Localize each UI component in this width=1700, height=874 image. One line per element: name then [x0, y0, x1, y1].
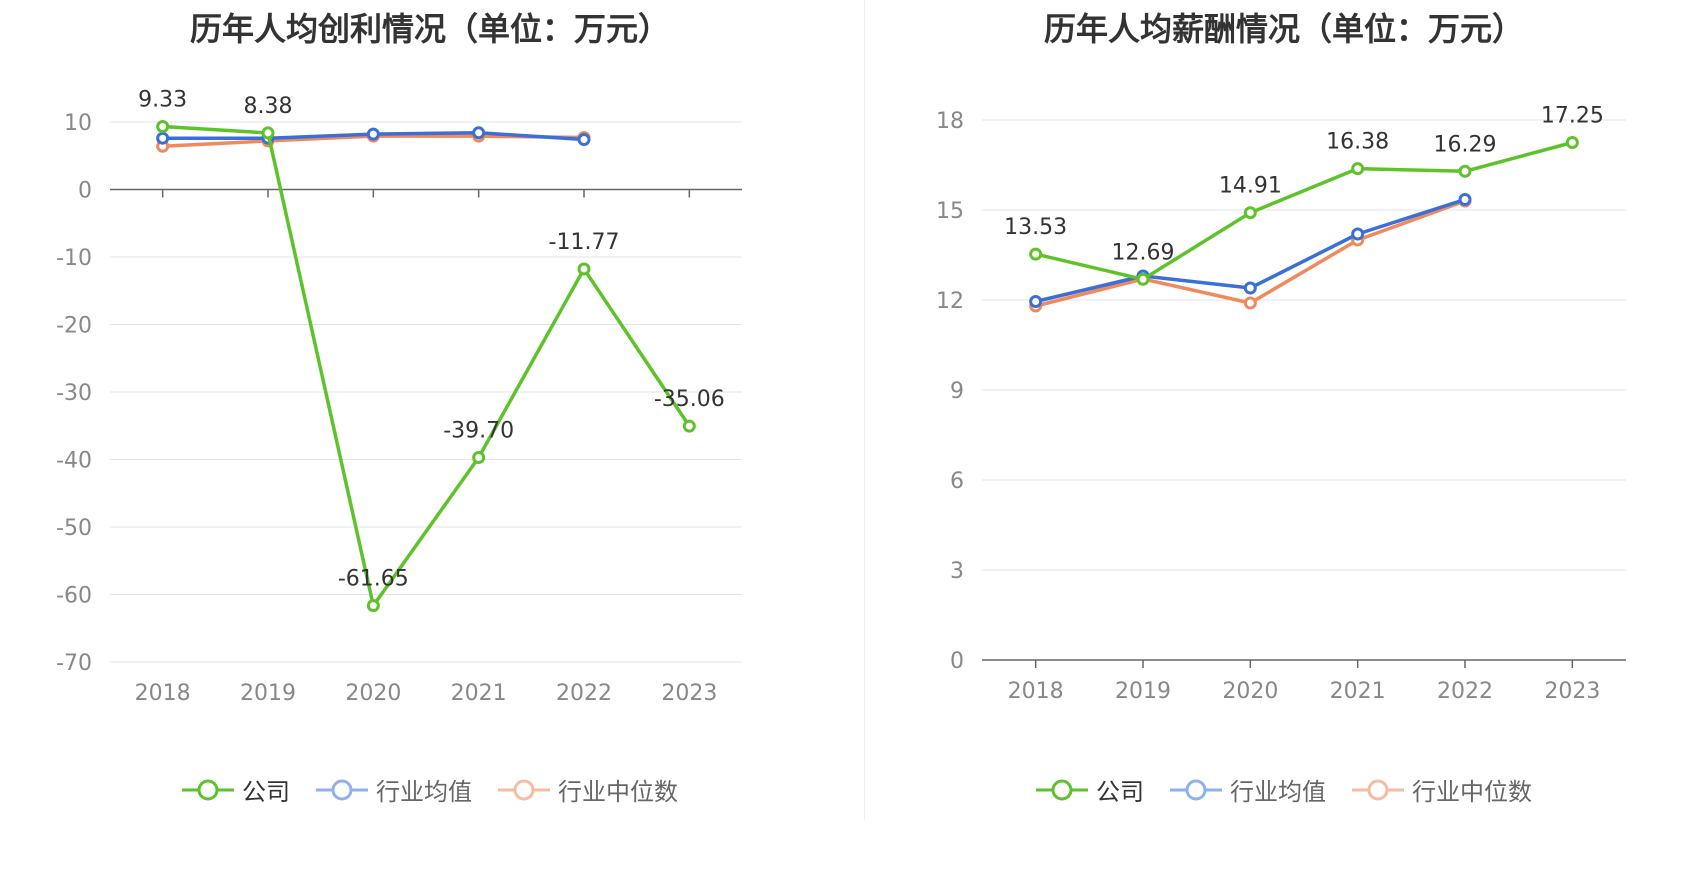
legend-item-company[interactable]: 公司	[1036, 772, 1144, 807]
data-label: 16.29	[1434, 132, 1497, 157]
x-tick-label: 2019	[240, 681, 296, 706]
x-tick-label: 2018	[135, 681, 191, 706]
y-tick-label: 9	[950, 379, 964, 404]
x-tick-label: 2022	[1437, 679, 1493, 704]
line-marker-icon	[182, 779, 234, 800]
y-tick-label: -10	[56, 246, 92, 271]
legend-label: 行业中位数	[558, 778, 678, 806]
y-tick-label: -50	[56, 516, 92, 541]
data-point-industry-avg	[366, 127, 380, 141]
data-point-industry-avg	[156, 131, 170, 145]
data-point-industry-avg	[577, 133, 591, 147]
data-point-industry-median	[1243, 296, 1257, 310]
y-tick-label: 15	[936, 199, 964, 224]
line-marker-icon	[1036, 779, 1088, 800]
data-label: -11.77	[549, 230, 620, 255]
data-label: 9.33	[138, 88, 187, 113]
y-tick-label: -30	[56, 381, 92, 406]
data-point-company	[577, 262, 591, 276]
legend-label: 行业均值	[376, 778, 472, 806]
data-point-company	[472, 450, 486, 464]
data-point-company	[1029, 247, 1043, 261]
data-point-company	[1136, 272, 1150, 286]
data-point-industry-avg	[1458, 193, 1472, 206]
data-point-company	[1458, 164, 1472, 178]
y-tick-label: -20	[56, 314, 92, 339]
data-label: 8.38	[244, 94, 293, 119]
y-tick-label: -60	[56, 584, 92, 609]
y-tick-label: -70	[56, 651, 92, 676]
chart-title: 历年人均薪酬情况（单位：万元）	[1043, 10, 1524, 48]
x-tick-label: 2023	[1544, 679, 1600, 704]
data-point-company	[156, 120, 170, 134]
series-line-company	[162, 124, 691, 608]
data-point-industry-avg	[1351, 227, 1365, 241]
legend-label: 公司	[1096, 778, 1144, 806]
data-point-industry-avg	[472, 126, 486, 140]
chart-title: 历年人均创利情况（单位：万元）	[189, 10, 670, 48]
x-tick-label: 2019	[1115, 679, 1171, 704]
line-marker-icon	[498, 779, 550, 800]
legend: 公司 行业均值 行业中位数	[0, 772, 860, 807]
legend-item-company[interactable]: 公司	[182, 772, 290, 807]
y-tick-label: 3	[950, 559, 964, 584]
profit-per-capita-chart: 10 0 -10 -20 -30 -40 -50 -60 -70 2018 2019 2020 2021…	[56, 88, 742, 706]
y-tick-label: 12	[936, 289, 964, 314]
panel-divider	[864, 0, 865, 820]
x-tick-label: 2018	[1008, 679, 1064, 704]
x-tick-label: 2021	[451, 681, 507, 706]
y-tick-label: 0	[78, 179, 92, 204]
legend-item-industry-median[interactable]: 行业中位数	[1352, 772, 1532, 807]
data-point-company	[1243, 206, 1257, 220]
data-point-industry-avg	[1029, 295, 1043, 308]
legend-item-industry-avg[interactable]: 行业均值	[316, 772, 472, 807]
data-point-company	[682, 419, 696, 433]
data-point-industry-avg	[1243, 281, 1257, 295]
legend-label: 公司	[242, 778, 290, 806]
series-line-company	[1035, 140, 1573, 282]
data-point-company	[1351, 162, 1365, 176]
data-label: -35.06	[654, 387, 725, 412]
y-tick-label: 10	[64, 111, 92, 136]
salary-per-capita-chart: 18 15 12 9 6 3 0 2018 2019 2020 2021 2022 2023 13.53 1…	[936, 104, 1626, 704]
legend: 公司 行业均值 行业中位数	[868, 772, 1700, 807]
x-tick-label: 2023	[661, 681, 717, 706]
x-tick-label: 2020	[345, 681, 401, 706]
line-marker-icon	[1170, 779, 1222, 800]
data-label: 17.25	[1541, 104, 1604, 129]
x-tick-label: 2020	[1222, 679, 1278, 704]
y-tick-label: 18	[936, 109, 964, 134]
data-label: -61.65	[338, 567, 409, 592]
legend-item-industry-avg[interactable]: 行业均值	[1170, 772, 1326, 807]
legend-label: 行业中位数	[1412, 778, 1532, 806]
y-tick-label: 6	[950, 469, 964, 494]
x-tick-label: 2021	[1330, 679, 1386, 704]
data-point-company	[366, 599, 380, 613]
legend-item-industry-median[interactable]: 行业中位数	[498, 772, 678, 807]
line-marker-icon	[316, 779, 368, 800]
profit-per-capita-panel: 历年人均创利情况（单位：万元） 10 0 -10 -20 -30 -40 -50 -60 -70…	[0, 10, 860, 807]
data-point-company	[261, 126, 275, 140]
line-marker-icon	[1352, 779, 1404, 800]
y-tick-label: -40	[56, 449, 92, 474]
x-tick-label: 2022	[556, 681, 612, 706]
legend-label: 行业均值	[1230, 778, 1326, 806]
y-tick-label: 0	[950, 649, 964, 674]
data-label: 12.69	[1112, 240, 1175, 265]
data-label: 14.91	[1219, 174, 1282, 199]
salary-per-capita-panel: 历年人均薪酬情况（单位：万元） 18 15 12 9 6 3 0 2018 2019 2020 20…	[868, 0, 1700, 874]
data-label: 13.53	[1004, 215, 1067, 240]
data-label: 16.38	[1326, 130, 1389, 155]
data-point-company	[1565, 136, 1579, 149]
data-label: -39.70	[443, 418, 514, 443]
